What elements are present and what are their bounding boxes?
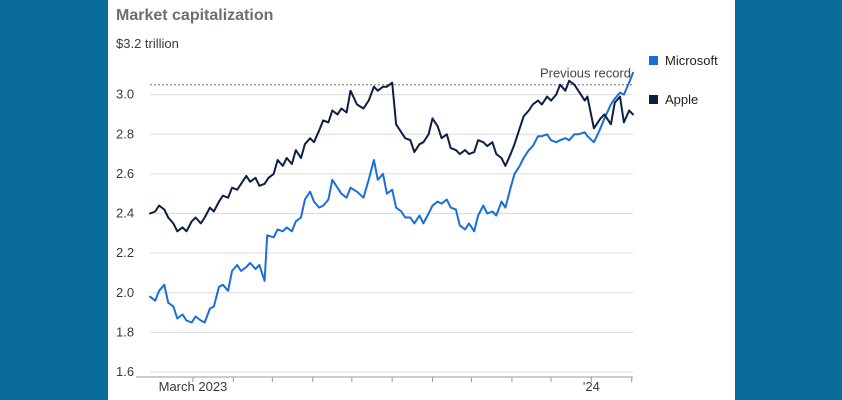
series-line-microsoft — [149, 71, 634, 324]
chart-title: Market capitalization — [116, 7, 273, 24]
gridlines — [150, 94, 633, 373]
x-tick-label: March 2023 — [159, 379, 228, 394]
legend: Microsoft Apple — [649, 53, 718, 107]
series-line-apple — [149, 79, 634, 233]
y-tick-label: 2.6 — [116, 166, 134, 181]
x-tick-label: '24 — [583, 379, 600, 394]
y-tick-label: 2.8 — [116, 126, 134, 141]
y-tick-labels: 1.6 1.8 2.0 2.2 2.4 2.6 2.8 3.0 — [116, 87, 134, 379]
chart-frame: Market capitalization $3.2 trillion 1.6 1… — [108, 0, 735, 400]
previous-record-annotation: Previous record — [150, 66, 633, 86]
legend-swatch-microsoft — [649, 56, 658, 65]
y-tick-label: 2.2 — [116, 245, 134, 260]
y-tick-label: 1.6 — [116, 364, 134, 379]
legend-swatch-apple — [649, 95, 658, 104]
y-tick-label: 2.0 — [116, 285, 134, 300]
x-ticks: March 2023 '24 — [136, 376, 633, 394]
previous-record-label: Previous record — [540, 66, 631, 81]
legend-label-microsoft: Microsoft — [665, 53, 718, 68]
y-tick-label: 1.8 — [116, 324, 134, 339]
legend-label-apple: Apple — [665, 92, 698, 107]
series-lines — [149, 71, 634, 324]
chart: Market capitalization $3.2 trillion 1.61… — [116, 7, 718, 394]
y-axis-label: $3.2 trillion — [116, 36, 179, 51]
y-tick-label: 2.4 — [116, 206, 134, 221]
y-tick-label: 3.0 — [116, 87, 134, 102]
